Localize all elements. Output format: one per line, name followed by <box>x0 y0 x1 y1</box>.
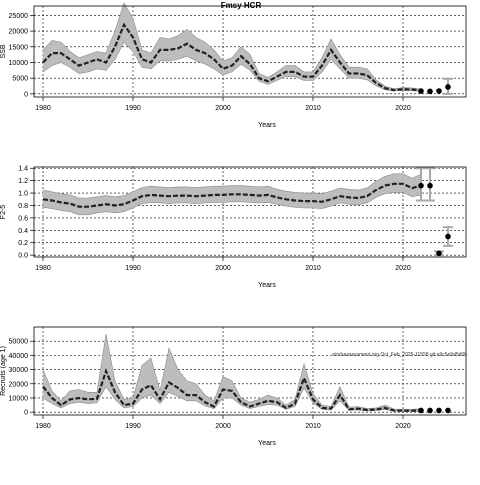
upper-ci-line <box>42 2 422 90</box>
y-tick-label: 0.2 <box>18 240 28 247</box>
y-tick-label: 1.0 <box>18 191 28 198</box>
forecast-point <box>418 182 424 189</box>
forecast-point <box>436 88 442 94</box>
y-axis-label: F2-5 <box>0 205 7 220</box>
y-tick-label: 0 <box>24 91 28 98</box>
x-tick-label: 2020 <box>395 105 411 112</box>
estimate-line <box>42 22 422 92</box>
x-axis-label: Years <box>258 282 276 289</box>
x-tick-label: 2000 <box>215 265 231 272</box>
x-tick-label: 2000 <box>215 423 231 430</box>
x-axis-label: Years <box>258 440 276 447</box>
y-tick-label: 10000 <box>9 60 29 67</box>
forecast-point <box>445 407 451 414</box>
forecast-point <box>427 88 433 95</box>
plot-frame <box>33 5 467 98</box>
y-tick-label: 1.2 <box>18 178 28 185</box>
y-tick-label: 30000 <box>9 367 29 374</box>
forecast-point <box>436 407 442 414</box>
y-tick-label: 20000 <box>9 29 29 36</box>
plot-frame <box>33 326 467 416</box>
y-tick-label: 1.4 <box>18 166 28 173</box>
forecast-point <box>418 88 424 94</box>
y-tick-label: 10000 <box>9 395 29 402</box>
plot-frame <box>33 166 467 258</box>
upper-ci-line <box>42 173 422 199</box>
forecast-point <box>418 407 424 414</box>
watermark: stockassessment.org Oct_Feb_2025-11558 g… <box>332 352 467 358</box>
y-tick-label: 0.4 <box>18 228 28 235</box>
panel-2: 1980 1990 2000 2010 2020 0.0 0.2 0.4 0.6 0.8 1.0 1.… <box>0 166 467 289</box>
x-axis-label: Years <box>258 122 276 129</box>
y-tick-label: 0.0 <box>18 253 28 260</box>
forecast-point <box>436 250 442 257</box>
x-tick-label: 1980 <box>35 105 51 112</box>
y-tick-label: 20000 <box>9 381 29 388</box>
estimate-line <box>42 367 422 412</box>
panel-3: 1980 1990 2000 2010 2020 0 10000 20000 30000 4000… <box>0 326 467 447</box>
forecast-point <box>445 84 451 90</box>
forecast-point <box>445 233 451 240</box>
panel-1: 1980 1990 2000 2010 2020 0 5000 10000 15000 20000… <box>0 2 467 129</box>
x-tick-label: 1980 <box>35 423 51 430</box>
y-tick-label: 50000 <box>9 339 29 346</box>
x-tick-label: 2010 <box>305 423 321 430</box>
y-tick-label: 25000 <box>9 13 29 20</box>
lower-ci-line <box>42 192 422 216</box>
y-axis-label: Recruits (age 1) <box>0 346 7 396</box>
x-tick-label: 1990 <box>125 423 141 430</box>
lower-ci-line <box>42 41 422 92</box>
upper-ci-line <box>42 334 422 410</box>
panels: 1980 1990 2000 2010 202005000100001500020000… <box>0 2 467 447</box>
x-tick-label: 2010 <box>305 265 321 272</box>
forecast-point <box>427 182 433 189</box>
y-tick-label: 40000 <box>9 353 29 360</box>
x-tick-label: 1990 <box>125 105 141 112</box>
figure-title: Fmsy HCR <box>221 1 262 10</box>
x-tick-label: 2020 <box>395 265 411 272</box>
y-tick-label: 15000 <box>9 44 29 51</box>
y-tick-label: 5000 <box>12 76 28 83</box>
forecast-point <box>427 407 433 414</box>
x-tick-label: 1990 <box>125 265 141 272</box>
y-tick-label: 0.6 <box>18 215 28 222</box>
x-tick-label: 2020 <box>395 423 411 430</box>
x-tick-label: 1980 <box>35 265 51 272</box>
y-tick-label: 0.8 <box>18 203 28 210</box>
confidence-band <box>43 2 421 92</box>
lower-ci-line <box>42 386 422 412</box>
estimate-line <box>42 182 422 208</box>
x-tick-label: 2010 <box>305 105 321 112</box>
x-tick-label: 2000 <box>215 105 231 112</box>
y-axis-label: SSB <box>0 44 7 58</box>
confidence-band <box>43 334 421 412</box>
y-tick-label: 0 <box>24 410 28 417</box>
